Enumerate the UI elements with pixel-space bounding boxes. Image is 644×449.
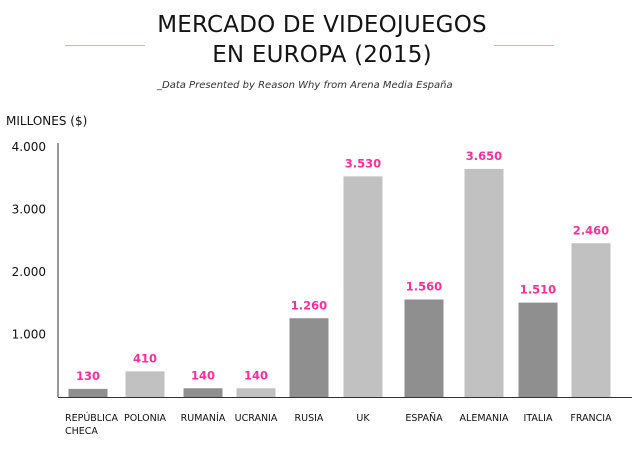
x-tick-label: UCRANIA <box>235 413 278 424</box>
bar-value-label: 1.260 <box>291 298 327 312</box>
x-tick-label: FRANCIA <box>570 413 612 424</box>
y-axis-label: MILLONES ($) <box>6 114 87 128</box>
x-tick-label: ITALIA <box>524 413 553 424</box>
y-tick-label: 2.000 <box>12 265 46 279</box>
x-axis-tick-labels: REPÚBLICA CHECA POLONIA RUMANÍA UCRANIA RUSIA… <box>65 412 612 437</box>
bar-value-label: 1.510 <box>520 283 556 297</box>
bar-value-label: 1.560 <box>406 280 442 294</box>
x-tick-label: POLONIA <box>124 413 167 424</box>
title-decoration-left <box>65 45 145 46</box>
chart-subtitle: _Data Presented by Reason Why from Arena… <box>157 80 453 91</box>
bar <box>404 299 444 397</box>
x-tick-label: UK <box>356 413 370 424</box>
bar-value-label: 140 <box>191 368 215 382</box>
bar-value-label: 3.530 <box>345 156 381 170</box>
y-tick-label: 4.000 <box>12 140 46 154</box>
bar-series <box>68 168 611 397</box>
x-tick-label: RUSIA <box>295 413 324 424</box>
bar-value-label: 410 <box>133 351 157 365</box>
y-tick-label: 3.000 <box>12 203 46 217</box>
bar <box>125 371 165 397</box>
bar <box>183 388 223 397</box>
y-tick-label: 1.000 <box>12 328 46 342</box>
bar <box>464 168 504 397</box>
x-tick-label: REPÚBLICA CHECA <box>65 412 119 437</box>
chart-title-line-1: MERCADO DE VIDEOJUEGOS <box>157 12 487 38</box>
x-tick-label: ESPAÑA <box>405 413 443 424</box>
x-tick-label: ALEMANIA <box>460 413 509 424</box>
bar-value-label: 130 <box>76 369 100 383</box>
title-decoration-right <box>494 45 554 46</box>
y-axis-ticks: 1.000 2.000 3.000 4.000 <box>12 140 46 342</box>
bar <box>343 176 383 397</box>
chart-title-line-2: EN EUROPA (2015) <box>212 42 432 68</box>
bar <box>289 318 329 397</box>
bar-value-label: 140 <box>244 368 268 382</box>
x-tick-label: RUMANÍA <box>181 412 226 424</box>
bar <box>68 388 108 397</box>
bar-value-label: 2.460 <box>573 223 609 237</box>
value-labels: 130 410 140 140 1.260 3.530 1.560 3.650 1.510 2.4… <box>76 149 609 383</box>
bar <box>571 243 611 397</box>
bar-value-label: 3.650 <box>466 149 502 163</box>
bar <box>236 388 276 397</box>
bar <box>518 302 558 397</box>
